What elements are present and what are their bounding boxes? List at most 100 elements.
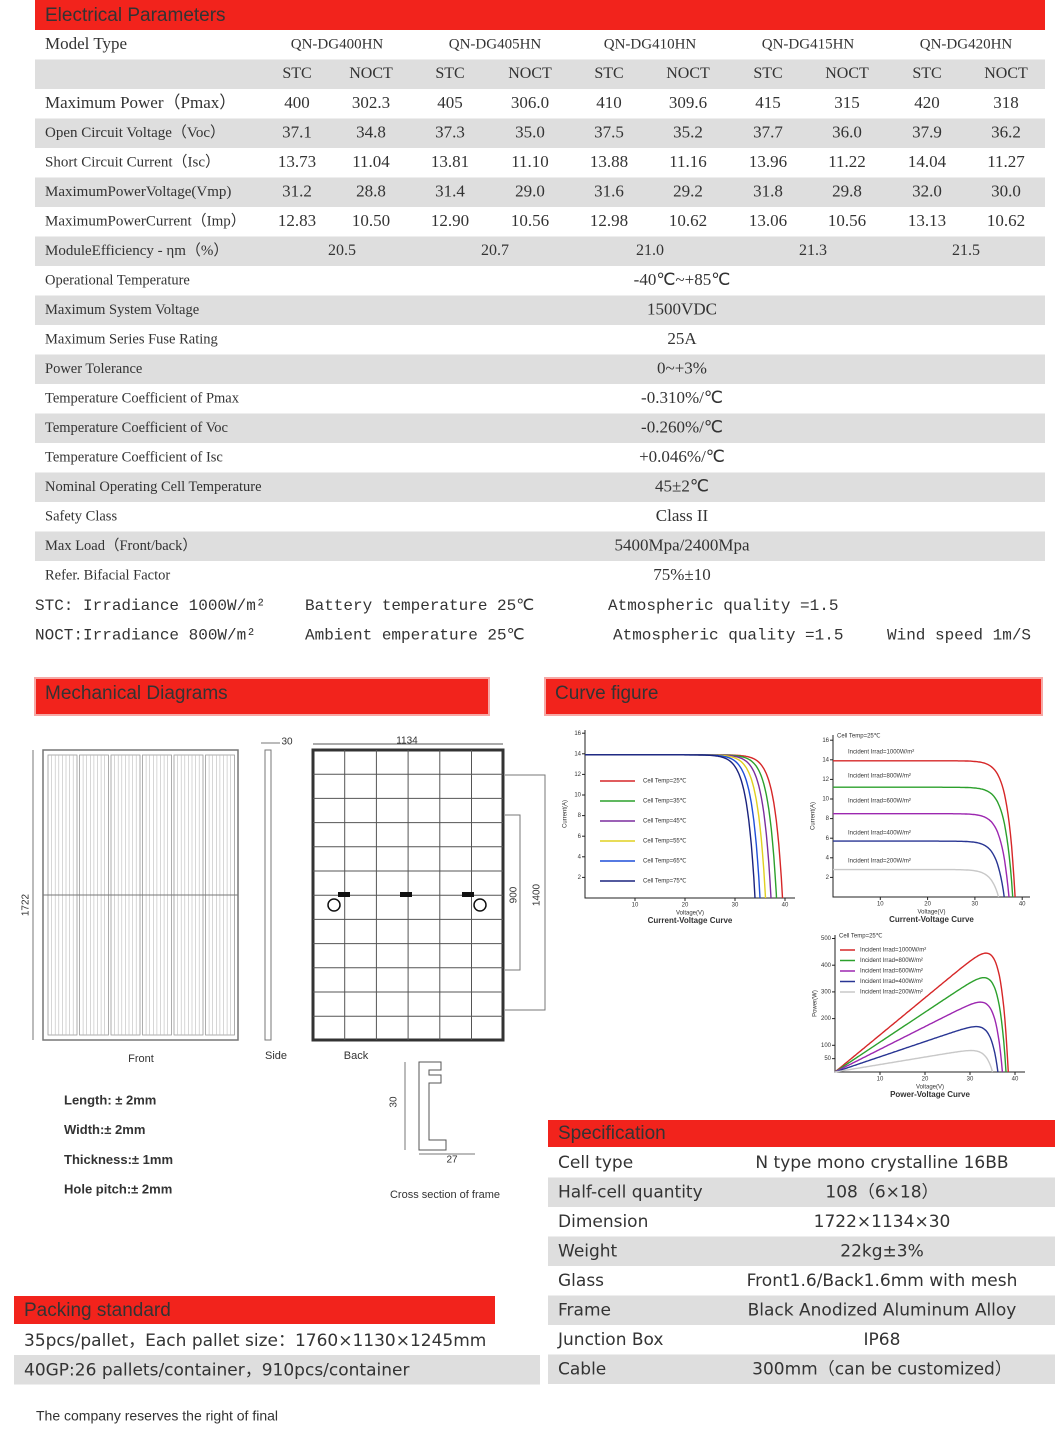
row-bg	[548, 1236, 1055, 1266]
row-value: 300mm（can be customized）	[752, 1360, 1012, 1380]
y-tick-label: 2	[578, 875, 582, 881]
cell-value: 420	[914, 93, 940, 112]
curve	[834, 952, 1009, 1073]
junction-box	[338, 892, 350, 897]
curve	[585, 754, 761, 899]
cell-value: 10.56	[511, 211, 549, 230]
curve	[833, 760, 1016, 898]
cell-value: 37.3	[435, 122, 465, 141]
cell-value: 11.27	[987, 152, 1025, 171]
row-value: Front1.6/Back1.6mm with mesh	[747, 1271, 1018, 1291]
condition: NOCT	[666, 65, 710, 82]
row-label: Short Circuit Current（Isc）	[45, 153, 220, 170]
x-tick-label: 20	[922, 1077, 929, 1083]
dimension: 1722	[21, 893, 32, 916]
y-tick-label: 16	[574, 731, 581, 737]
condition: STC	[282, 65, 311, 82]
cell-value: 13.81	[431, 152, 469, 171]
curve	[833, 786, 1014, 898]
row-label: Frame	[558, 1301, 611, 1321]
curve	[834, 1049, 994, 1073]
tolerance: Thickness:± 1mm	[64, 1152, 173, 1167]
curve	[585, 754, 772, 899]
cell-value: 29.2	[673, 181, 703, 200]
x-tick-label: 30	[967, 1077, 974, 1083]
row-bg	[548, 1295, 1055, 1325]
section-title: Mechanical Diagrams	[45, 683, 228, 704]
x-tick-label: 10	[877, 1077, 884, 1083]
legend-label: Incident Irrad=1000W/m²	[848, 750, 914, 756]
cell-value: 21.0	[636, 242, 664, 259]
cell-value: 20.5	[328, 242, 356, 259]
row-label: MaximumPowerCurrent（Imp）	[45, 212, 246, 229]
legend-label: Cell Temp=45℃	[643, 819, 687, 825]
y-tick-label: 300	[821, 989, 832, 995]
legend-label: Incident Irrad=600W/m²	[848, 799, 911, 805]
cell-value: 29.0	[515, 181, 545, 200]
model-name: QN-DG405HN	[449, 36, 542, 52]
cell-value: 35.0	[515, 122, 545, 141]
section-bar	[14, 1296, 495, 1324]
y-tick-label: 14	[574, 751, 581, 757]
y-tick-label: 200	[821, 1016, 832, 1022]
model-name: QN-DG400HN	[291, 36, 384, 52]
legend-label: Cell Temp=25℃	[643, 779, 687, 785]
cell-value: 31.6	[594, 181, 624, 200]
cell-value: 11.04	[352, 152, 390, 171]
x-tick-label: 30	[972, 902, 979, 908]
model-name: QN-DG415HN	[762, 36, 855, 52]
legend-label: Incident Irrad=800W/m²	[848, 774, 911, 780]
cell-value: 12.98	[590, 211, 628, 230]
y-tick-label: 100	[821, 1043, 832, 1049]
view-label: Front	[128, 1053, 154, 1065]
row-label: Operational Temperature	[45, 272, 190, 288]
x-tick-label: 20	[924, 902, 931, 908]
y-tick-label: 10	[574, 793, 581, 799]
tolerance: Width:± 2mm	[64, 1122, 145, 1137]
row-label: Dimension	[558, 1212, 648, 1232]
legend-label: Incident Irrad=200W/m²	[860, 990, 923, 996]
view-label: Side	[265, 1050, 287, 1062]
y-tick-label: 2	[826, 875, 830, 881]
y-tick-label: 10	[822, 797, 829, 803]
cell-value: 10.62	[987, 211, 1025, 230]
cell-value: 30.0	[991, 181, 1021, 200]
row-label: Maximum Series Fuse Rating	[45, 331, 218, 347]
y-tick-label: 16	[822, 738, 829, 744]
row-label: Refer. Bifacial Factor	[45, 567, 170, 583]
y-tick-label: 6	[826, 836, 830, 842]
cell-value: 12.83	[278, 211, 316, 230]
footer-note: The company reserves the right of final	[36, 1408, 278, 1424]
legend-label: Cell Temp=35℃	[643, 799, 687, 805]
row-label: Maximum Power（Pmax）	[45, 93, 236, 112]
cell-value: 12.90	[431, 211, 469, 230]
legend-title: Cell Temp=25℃	[837, 734, 881, 740]
curve	[834, 1001, 1004, 1073]
condition: NOCT	[825, 65, 869, 82]
x-tick-label: 10	[877, 902, 884, 908]
cell-value: 29.8	[832, 181, 862, 200]
cell-value: 13.06	[749, 211, 787, 230]
row-label: Weight	[558, 1242, 618, 1262]
curve	[585, 754, 778, 899]
section-title: Specification	[558, 1123, 666, 1144]
cell-value: -40℃~+85℃	[634, 270, 731, 289]
x-tick-label: 40	[1019, 902, 1026, 908]
legend-label: Cell Temp=65℃	[643, 859, 687, 865]
legend-label: Incident Irrad=200W/m²	[848, 859, 911, 865]
cell-value: 302.3	[352, 93, 390, 112]
curve	[834, 977, 1007, 1073]
dimension: 30	[389, 1096, 400, 1108]
curve	[585, 754, 784, 899]
cell-value: 21.5	[952, 242, 980, 259]
curve	[585, 754, 767, 899]
row-label: Nominal Operating Cell Temperature	[45, 479, 262, 495]
model-name: QN-DG410HN	[604, 36, 697, 52]
y-tick-label: 12	[822, 777, 829, 783]
axis	[832, 735, 1030, 898]
axis	[584, 730, 795, 899]
dimension: 900	[509, 886, 520, 903]
legend-label: Cell Temp=75℃	[643, 879, 687, 885]
cell-value: 13.13	[908, 211, 946, 230]
